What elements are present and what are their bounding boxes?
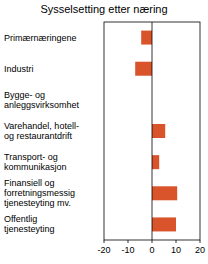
tick-label: 20 (195, 245, 205, 255)
plot-frame (104, 22, 200, 240)
bar (135, 62, 152, 76)
zero-line (152, 22, 153, 240)
tick-label: 10 (171, 245, 181, 255)
category-label: Bygge- oganleggsvirksomhet (4, 90, 80, 110)
category-label: Transport- ogkommunikasjon (4, 152, 67, 172)
category-label: Finansiell ogforretningsmessigtjenesteyt… (4, 178, 75, 208)
category-label: Primærnæringene (4, 33, 77, 43)
category-label: Industri (4, 64, 34, 74)
bar (141, 31, 152, 45)
tick-label: -20 (97, 245, 110, 255)
tick (200, 240, 201, 243)
tick (176, 240, 177, 243)
title: Sysselsetting etter næring (40, 3, 167, 15)
tick (104, 240, 105, 243)
tick (128, 240, 129, 243)
tick-label: -10 (121, 245, 134, 255)
category-label: Offentligtjenesteyting (4, 214, 55, 234)
category-label: Varehandel, hotell-og restaurantdrift (4, 121, 79, 141)
bar (152, 217, 176, 231)
bar (152, 186, 177, 200)
bars (135, 31, 177, 232)
tick-label: 0 (149, 245, 154, 255)
bar (152, 155, 159, 169)
bar (152, 124, 165, 138)
tick (152, 240, 153, 243)
